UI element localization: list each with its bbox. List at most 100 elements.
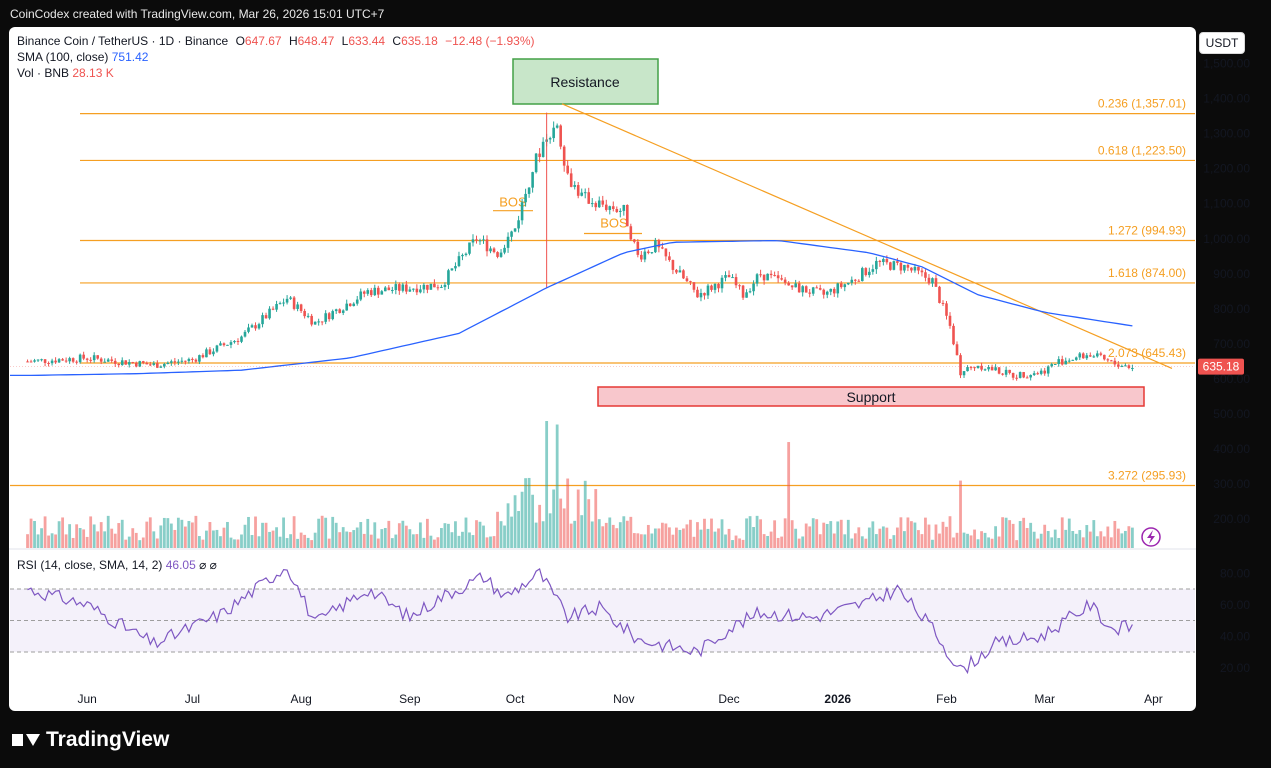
volume-bar — [741, 539, 745, 548]
volume-bar — [341, 527, 345, 548]
volume-bar — [397, 523, 401, 548]
support-label: Support — [846, 389, 895, 405]
volume-bar — [306, 537, 310, 548]
currency-unit-button[interactable]: USDT — [1199, 32, 1245, 54]
volume-bar — [552, 489, 556, 548]
candle-body — [127, 362, 131, 365]
candle-body — [541, 141, 545, 157]
candle-body — [1004, 369, 1008, 375]
volume-bar — [176, 517, 180, 548]
candle-body — [426, 284, 429, 290]
candle-body — [994, 367, 997, 371]
volume-bar — [380, 529, 384, 548]
volume-bar — [47, 535, 50, 548]
volume-bar — [471, 535, 475, 548]
volume-bar — [657, 528, 661, 548]
candle-body — [945, 303, 948, 316]
price-tick-label: 1,400.00 — [1203, 92, 1250, 106]
volume-bar — [727, 528, 731, 548]
volume-bar — [254, 516, 257, 548]
candle-body — [699, 292, 703, 298]
volume-bar — [394, 534, 398, 548]
candle-body — [846, 282, 850, 285]
candle-body — [341, 310, 345, 313]
volume-bar — [622, 516, 626, 548]
volume-bar — [696, 522, 699, 548]
volume-bar — [496, 511, 499, 548]
candle-body — [608, 206, 612, 210]
volume-bar — [103, 531, 107, 548]
candle-body — [198, 355, 201, 362]
volume-bar — [731, 540, 734, 548]
candle-body — [622, 204, 626, 211]
volume-bar — [1001, 517, 1005, 548]
volume-bar — [1123, 530, 1127, 548]
candle-body — [380, 291, 384, 295]
volume-bar — [629, 516, 633, 548]
candle-body — [973, 367, 976, 369]
candle-body — [243, 331, 247, 337]
volume-bar — [874, 534, 878, 548]
volume-bar — [68, 524, 72, 548]
candle-body — [776, 275, 780, 279]
sma-value: 751.42 — [111, 50, 149, 64]
rsi-icons[interactable]: ⌀ ⌀ — [199, 558, 217, 572]
volume-bar — [1046, 531, 1050, 548]
volume-bar — [208, 522, 212, 548]
brand-name: TradingView — [46, 728, 170, 751]
candle-body — [443, 284, 447, 287]
candle-body — [299, 304, 303, 311]
candle-body — [113, 360, 117, 364]
volume-bar — [404, 525, 408, 548]
candle-body — [1011, 372, 1015, 378]
candle-body — [177, 361, 180, 363]
volume-bar — [503, 525, 506, 548]
candle-body — [362, 291, 366, 294]
candle-body — [398, 284, 401, 291]
volume-bar — [734, 535, 738, 548]
volume-bar — [531, 494, 535, 548]
candle-body — [191, 358, 194, 360]
candle-body — [917, 266, 920, 271]
volume-bar — [433, 539, 436, 548]
volume-bar — [646, 524, 650, 548]
candle-body — [597, 200, 601, 208]
candle-body — [650, 252, 654, 254]
candle-body — [71, 358, 75, 362]
volume-bar — [1004, 517, 1008, 548]
volume-bar — [1095, 536, 1099, 548]
candle-body — [871, 269, 875, 272]
volume-bar — [331, 516, 335, 548]
candle-body — [573, 185, 577, 187]
volume-bar — [541, 521, 545, 548]
volume-bar — [362, 533, 366, 548]
candle-body — [948, 315, 952, 326]
fib-level-label: 1.272 (994.93) — [1108, 224, 1186, 238]
volume-bar — [464, 517, 468, 548]
volume-bar — [948, 516, 952, 548]
candle-body — [478, 240, 482, 242]
volume-bar — [411, 534, 415, 548]
candle-body — [1060, 359, 1064, 365]
candle-body — [233, 340, 236, 343]
candle-body — [745, 292, 748, 298]
candle-body — [857, 280, 861, 282]
candle-body — [1053, 363, 1057, 365]
tradingview-logo[interactable]: TradingView — [12, 728, 169, 752]
volume-bar — [1050, 537, 1054, 548]
volume-bar — [250, 535, 254, 548]
volume-bar — [917, 530, 920, 548]
volume-bar — [61, 517, 65, 548]
volume-bar — [348, 532, 352, 548]
volume-bar — [138, 540, 142, 548]
last-price-label: 635.18 — [1203, 360, 1240, 374]
candle-body — [212, 351, 215, 355]
change-value: −12.48 (−1.93%) — [445, 34, 535, 48]
candle-body — [903, 264, 906, 271]
candle-body — [89, 359, 92, 361]
candle-body — [1064, 360, 1068, 365]
volume-bar — [33, 521, 36, 548]
candle-body — [1092, 356, 1096, 358]
candle-body — [611, 206, 615, 209]
